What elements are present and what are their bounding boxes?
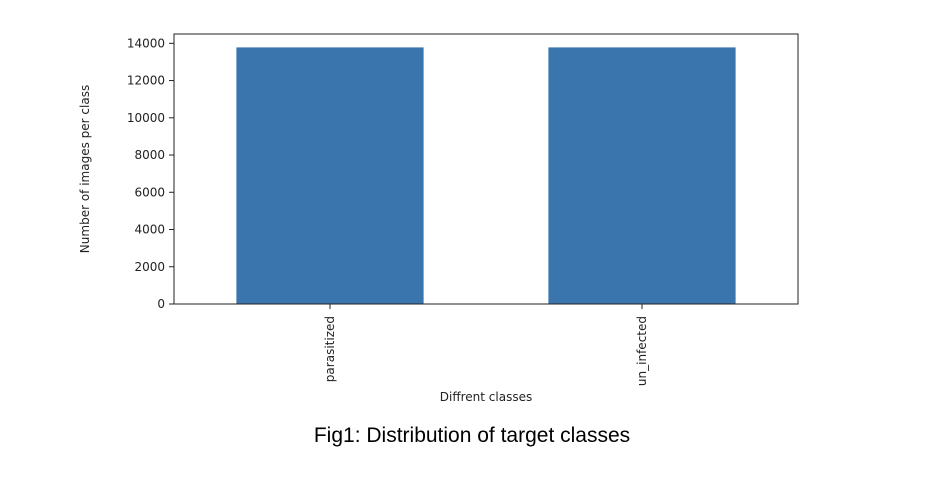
x-tick-label: un_infected <box>635 316 649 386</box>
x-tick-label: parasitized <box>323 316 337 382</box>
bar-un-infected <box>548 47 736 305</box>
y-tick-label: 6000 <box>134 185 165 199</box>
y-tick-label: 12000 <box>127 74 165 88</box>
bar-parasitized <box>236 47 424 305</box>
y-tick-label: 2000 <box>134 260 165 274</box>
x-axis-label: Diffrent classes <box>440 390 532 404</box>
y-tick-label: 10000 <box>127 111 165 125</box>
y-tick-label: 4000 <box>134 223 165 237</box>
bar-chart: 0 2000 4000 6000 8000 10000 12000 14000 parasiti… <box>78 33 799 404</box>
y-tick-label: 0 <box>157 297 165 311</box>
y-axis-label: Number of images per class <box>78 85 92 253</box>
figure-caption: Fig1: Distribution of target classes <box>313 424 631 447</box>
y-tick-label: 8000 <box>134 148 165 162</box>
plot-frame <box>173 33 799 305</box>
y-tick-label: 14000 <box>127 36 165 50</box>
